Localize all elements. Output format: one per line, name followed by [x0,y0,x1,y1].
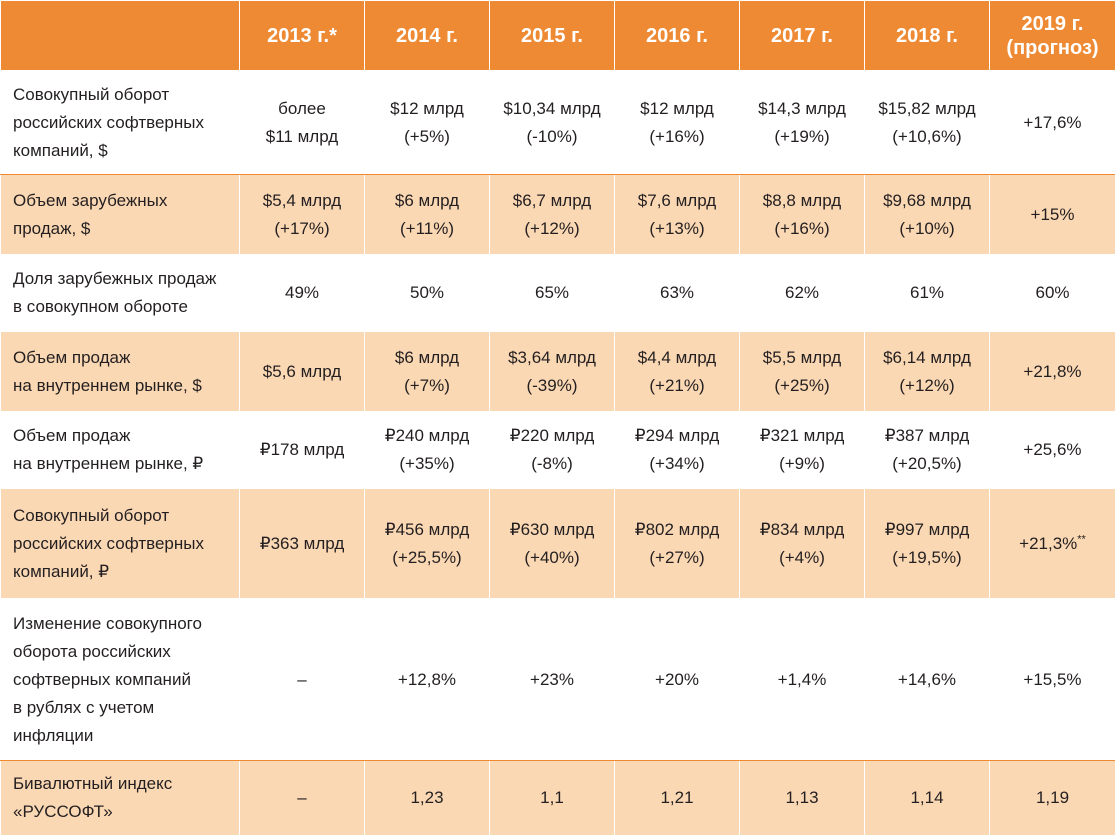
table-cell: ₽834 млрд (+4%) [740,489,865,599]
row-label: Объем продаж на внутреннем рынке, $ [1,332,240,412]
row-label: Объем зарубежных продаж, $ [1,175,240,255]
table-row: Бивалютный индекс «РУССОФТ» – 1,23 1,1 1… [1,761,1115,836]
table-cell: 1,13 [740,761,865,836]
table-cell: $6,7 млрд (+12%) [490,175,615,255]
table-cell: $15,82 млрд (+10,6%) [865,71,990,175]
table-cell: ₽321 млрд (+9%) [740,412,865,489]
table-row: Совокупный оборот российских софтверных … [1,71,1115,175]
row-label: Доля зарубежных продаж в совокупном обор… [1,255,240,332]
header-year-2014: 2014 г. [365,1,490,71]
table-cell: ₽220 млрд (-8%) [490,412,615,489]
table-cell: $12 млрд (+16%) [615,71,740,175]
table-row: Совокупный оборот российских софтверных … [1,489,1115,599]
table-row: Объем зарубежных продаж, $ $5,4 млрд (+1… [1,175,1115,255]
table-row: Объем продаж на внутреннем рынке, ₽ ₽178… [1,412,1115,489]
header-year-2019-forecast: 2019 г. (прогноз) [990,1,1115,71]
table-cell: $3,64 млрд (-39%) [490,332,615,412]
table-cell: ₽802 млрд (+27%) [615,489,740,599]
row-label: Бивалютный индекс «РУССОФТ» [1,761,240,836]
table-cell: более $11 млрд [240,71,365,175]
table-cell: 60% [990,255,1115,332]
table-row: Объем продаж на внутреннем рынке, $ $5,6… [1,332,1115,412]
table-cell: 50% [365,255,490,332]
table-cell: 1,1 [490,761,615,836]
table-cell: +21,3%** [990,489,1115,599]
table-cell: ₽387 млрд (+20,5%) [865,412,990,489]
header-year-2018: 2018 г. [865,1,990,71]
table-cell: ₽240 млрд (+35%) [365,412,490,489]
table-cell: ₽294 млрд (+34%) [615,412,740,489]
table-cell: +25,6% [990,412,1115,489]
table-cell: $6 млрд (+7%) [365,332,490,412]
table-cell: +17,6% [990,71,1115,175]
table-cell: $5,4 млрд (+17%) [240,175,365,255]
header-year-2013: 2013 г.* [240,1,365,71]
table-cell: $14,3 млрд (+19%) [740,71,865,175]
table-cell: $7,6 млрд (+13%) [615,175,740,255]
row-label: Совокупный оборот российских софтверных … [1,489,240,599]
table-cell: ₽997 млрд (+19,5%) [865,489,990,599]
table-cell: 1,14 [865,761,990,836]
table-cell: $8,8 млрд (+16%) [740,175,865,255]
table-cell: – [240,761,365,836]
table-cell: +12,8% [365,599,490,761]
row-label: Совокупный оборот российских софтверных … [1,71,240,175]
table-cell: 1,21 [615,761,740,836]
table-cell: $4,4 млрд (+21%) [615,332,740,412]
header-blank-cell [1,1,240,71]
table-cell: ₽456 млрд (+25,5%) [365,489,490,599]
table-cell: +21,8% [990,332,1115,412]
table-cell: $10,34 млрд (-10%) [490,71,615,175]
row-label: Объем продаж на внутреннем рынке, ₽ [1,412,240,489]
header-row: 2013 г.* 2014 г. 2015 г. 2016 г. 2017 г.… [1,1,1115,71]
footnote-marker: ** [1077,533,1086,545]
table-cell: +1,4% [740,599,865,761]
header-year-2015: 2015 г. [490,1,615,71]
table-cell: 1,19 [990,761,1115,836]
table-row: Изменение совокупного оборота российских… [1,599,1115,761]
table-cell: 1,23 [365,761,490,836]
table-cell: ₽178 млрд [240,412,365,489]
table-cell: +15% [990,175,1115,255]
header-year-2017: 2017 г. [740,1,865,71]
table-cell: $6 млрд (+11%) [365,175,490,255]
table-cell: +15,5% [990,599,1115,761]
table-cell: 62% [740,255,865,332]
table-cell: $6,14 млрд (+12%) [865,332,990,412]
table-cell: +20% [615,599,740,761]
table-row: Доля зарубежных продаж в совокупном обор… [1,255,1115,332]
table-cell: +14,6% [865,599,990,761]
table-cell: – [240,599,365,761]
header-year-2016: 2016 г. [615,1,740,71]
row-label: Изменение совокупного оборота российских… [1,599,240,761]
table-cell: 61% [865,255,990,332]
table-cell: +23% [490,599,615,761]
table-cell: 49% [240,255,365,332]
table-cell: ₽630 млрд (+40%) [490,489,615,599]
table-cell: 63% [615,255,740,332]
table-cell: 65% [490,255,615,332]
table-cell: $9,68 млрд (+10%) [865,175,990,255]
table-cell: $5,6 млрд [240,332,365,412]
table-cell: $12 млрд (+5%) [365,71,490,175]
table-cell: $5,5 млрд (+25%) [740,332,865,412]
table-cell: ₽363 млрд [240,489,365,599]
